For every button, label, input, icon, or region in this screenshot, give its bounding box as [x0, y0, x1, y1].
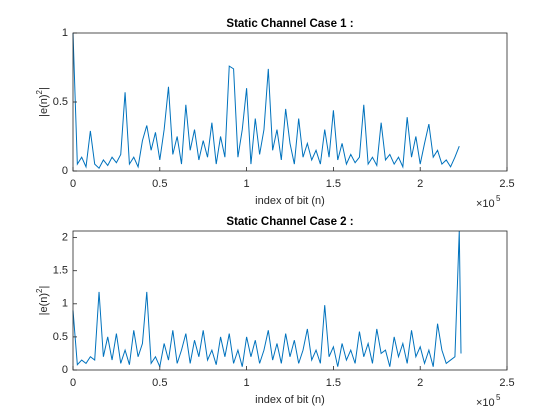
- x-tick-label: 2.5: [499, 377, 514, 389]
- chart-title: Static Channel Case 2 :: [226, 216, 353, 228]
- x-tick-label: 2.5: [499, 178, 514, 190]
- y-axis-label-part: |e(n): [38, 293, 50, 315]
- x-multiplier: ×10: [476, 198, 495, 210]
- x-tick-label: 1.5: [326, 377, 341, 389]
- axes-box: [72, 230, 508, 371]
- y-tick-label: 1: [62, 298, 68, 310]
- x-tick-label: 1: [244, 178, 250, 190]
- y-tick-label: 0: [62, 165, 68, 177]
- x-tick-label: 2: [417, 178, 423, 190]
- x-multiplier-exponent: 5: [496, 194, 501, 203]
- y-tick-label: 0: [62, 364, 68, 376]
- y-tick-label: 0.5: [53, 96, 68, 108]
- y-axis-label-part: |: [38, 87, 50, 90]
- chart-title: Static Channel Case 1 :: [226, 18, 353, 30]
- x-tick-label: 0.5: [152, 377, 167, 389]
- x-axis-label: index of bit (n): [255, 195, 325, 207]
- x-tick-label: 1: [244, 377, 250, 389]
- x-tick-label: 0.5: [152, 178, 167, 190]
- y-axis-label: |e(n)2|: [35, 87, 50, 117]
- y-axis-label-part: |e(n): [38, 94, 50, 116]
- x-tick-label: 1.5: [326, 178, 341, 190]
- x-tick-label: 0: [70, 377, 76, 389]
- y-axis-label-part: |: [38, 286, 50, 289]
- y-axis-label-part: 2: [35, 288, 44, 293]
- y-tick-label: 2: [62, 232, 68, 244]
- y-axis-label: |e(n)2|: [35, 286, 50, 316]
- x-axis-label: index of bit (n): [255, 394, 325, 406]
- y-tick-label: 1.5: [53, 265, 68, 277]
- data-line: [72, 32, 460, 170]
- x-tick-label: 2: [417, 377, 423, 389]
- y-axis-label-part: 2: [35, 89, 44, 94]
- plot-area: [73, 33, 507, 171]
- x-multiplier-exponent: 5: [496, 393, 501, 402]
- data-line: [72, 230, 462, 369]
- y-tick-label: 1: [62, 27, 68, 39]
- plot-area: [73, 231, 507, 370]
- x-multiplier: ×10: [476, 397, 495, 409]
- x-tick-label: 0: [70, 178, 76, 190]
- y-tick-label: 0.5: [53, 331, 68, 343]
